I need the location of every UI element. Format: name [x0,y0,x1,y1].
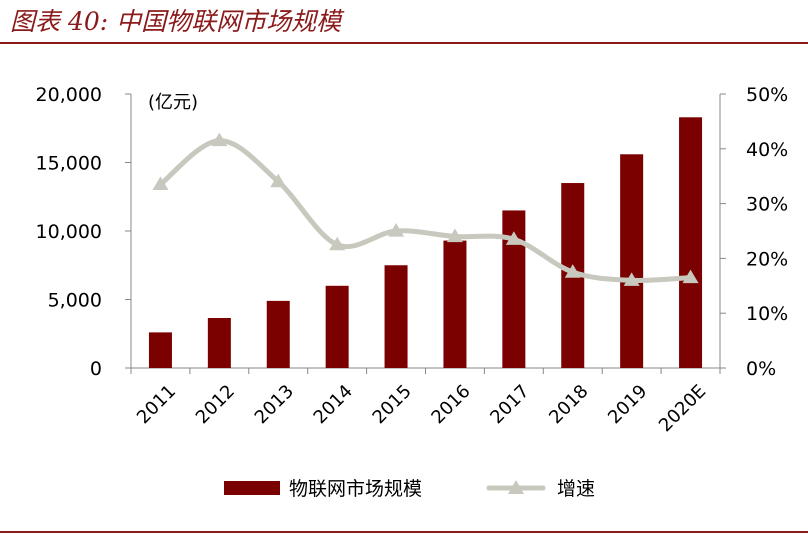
legend-line-marker [508,480,524,494]
bar [207,317,231,368]
left-axis-tick-label: 15,000 [36,153,102,175]
bar [148,332,172,368]
growth-marker [270,173,287,188]
growth-marker [623,272,640,286]
left-axis-tick-label: 10,000 [36,221,102,243]
bar [502,210,526,368]
legend-bar-swatch [224,481,280,495]
bar [266,300,290,368]
x-axis-category-label: 2014 [310,381,357,428]
right-axis-tick-label: 50% [746,84,788,106]
growth-marker [564,264,581,278]
right-axis-tick-label: 20% [746,248,788,270]
title-divider [0,42,808,44]
right-axis-tick-label: 40% [746,139,788,161]
growth-marker [446,228,463,243]
growth-marker [388,223,405,237]
legend-bar-label: 物联网市场规模 [289,478,422,500]
x-axis-category-label: 2015 [369,381,416,428]
figure-title: 图表 40: 中国物联网市场规模 [10,7,342,36]
x-axis-category-label: 2017 [486,381,533,428]
x-axis-category-label: 2011 [133,381,180,428]
x-axis-category-label: 2012 [192,381,239,428]
growth-marker [505,231,522,245]
bar [620,154,644,368]
left-axis-tick-label: 5,000 [48,290,102,312]
left-axis-tick-label: 0 [90,358,102,380]
bar [325,285,349,368]
right-axis-tick-label: 10% [746,303,788,325]
growth-marker [329,236,346,251]
right-axis-tick-label: 30% [746,194,788,216]
footer-divider [0,531,808,533]
growth-marker [152,176,169,191]
x-axis-category-label: 2020E [655,381,710,436]
x-axis-category-label: 2019 [604,381,651,428]
left-axis-unit-label: (亿元) [148,92,198,113]
growth-line [157,138,694,283]
legend-line-label: 增速 [557,478,595,500]
x-axis-category-label: 2016 [427,381,474,428]
bar [443,240,467,368]
bar [384,265,408,368]
left-axis-tick-label: 20,000 [36,84,102,106]
x-axis-category-label: 2018 [545,381,592,428]
bar [679,117,703,368]
growth-marker [211,132,228,147]
x-axis-category-label: 2013 [251,381,298,428]
growth-marker [682,269,699,284]
right-axis-tick-label: 0% [746,358,776,380]
